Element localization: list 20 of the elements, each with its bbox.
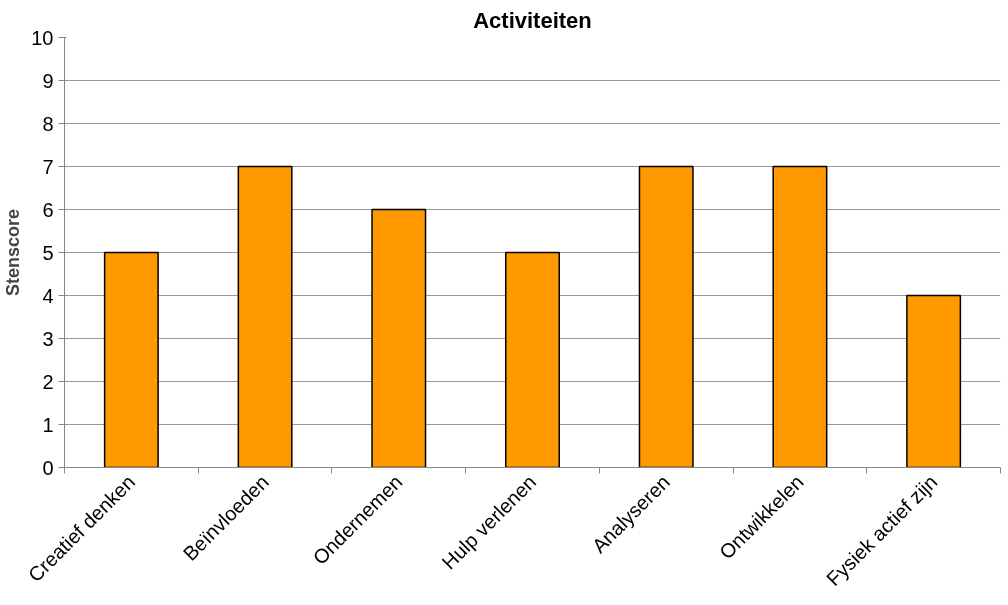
y-tick-label: 2 (42, 370, 54, 393)
bar (638, 165, 694, 468)
y-tick-label: 0 (42, 456, 54, 479)
y-tick-label: 8 (42, 112, 54, 135)
bar (103, 251, 159, 468)
bar (505, 251, 560, 468)
y-tick-label: 5 (42, 241, 54, 264)
y-tick-label: 10 (31, 26, 54, 49)
y-tick-label: 4 (42, 284, 54, 307)
bar (772, 165, 828, 468)
y-tick-label: 7 (42, 155, 54, 178)
bar (237, 165, 293, 468)
bar (906, 294, 962, 468)
y-tick-label: 3 (42, 327, 54, 350)
y-tick-label: 1 (42, 413, 54, 436)
y-tick-label: 6 (42, 198, 54, 221)
y-tick-label: 9 (42, 69, 54, 92)
bar (371, 208, 427, 468)
y-axis-title: Stenscore (3, 208, 24, 297)
chart-title: Activiteiten (473, 7, 592, 33)
